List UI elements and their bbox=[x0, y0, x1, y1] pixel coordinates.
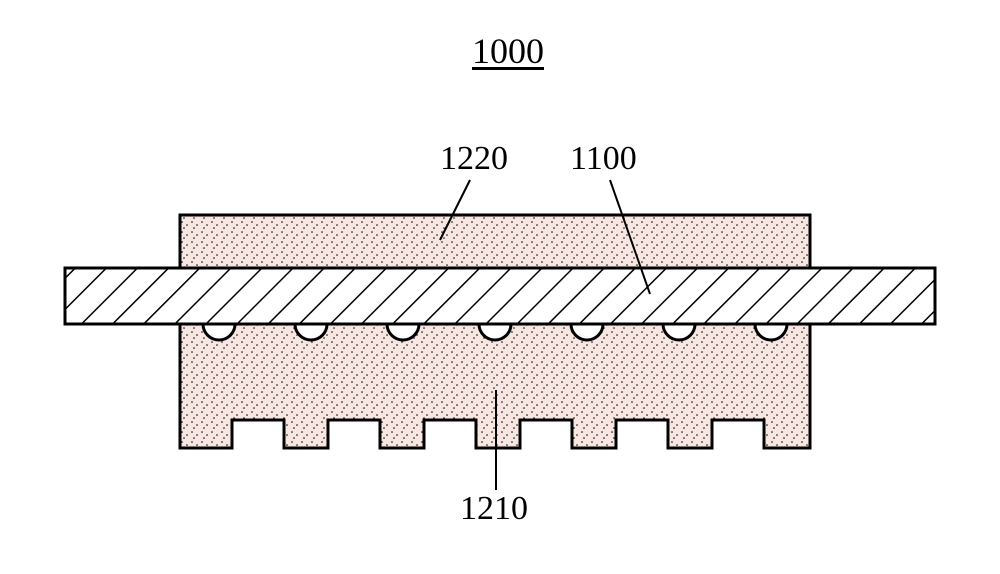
label-1210: 1210 bbox=[460, 490, 528, 528]
layer-1220 bbox=[180, 215, 810, 268]
figure-title: 1000 bbox=[472, 30, 544, 72]
label-1100: 1100 bbox=[570, 140, 637, 178]
diagram-svg bbox=[0, 0, 1000, 574]
layer-1100 bbox=[65, 268, 935, 324]
label-1220: 1220 bbox=[440, 140, 508, 178]
